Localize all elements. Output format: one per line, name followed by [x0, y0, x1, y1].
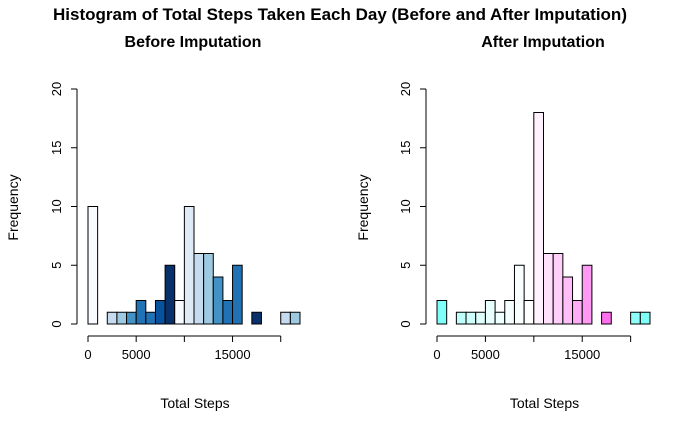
- x-tick-label: 15000: [214, 347, 250, 362]
- before-imputation-panel: Before Imputation 0 5000 15000 Total Steps 0 5…: [5, 34, 301, 411]
- y-tick-label: 0: [398, 320, 413, 327]
- histogram-bar: [465, 311, 477, 325]
- y-tick-label: 15: [49, 141, 64, 155]
- histogram-bar: [543, 253, 554, 325]
- histogram-bar: [455, 311, 467, 325]
- histogram-bar: [280, 311, 291, 325]
- histogram-bar: [504, 300, 515, 325]
- histogram-bar: [106, 311, 118, 325]
- histogram-bar: [475, 311, 486, 325]
- y-tick-label: 15: [398, 141, 413, 155]
- histogram-bar: [533, 112, 544, 325]
- histogram-bar: [513, 264, 525, 325]
- histogram-bar: [436, 300, 448, 325]
- histogram-bar: [562, 276, 574, 325]
- x-tick-label: 5000: [471, 347, 500, 362]
- histogram-bar: [135, 300, 147, 325]
- histogram-bar: [183, 206, 195, 325]
- histogram-bar: [193, 253, 205, 325]
- figure-title: Histogram of Total Steps Taken Each Day …: [53, 5, 627, 24]
- histogram-bar: [174, 300, 185, 325]
- x-axis-label: Total Steps: [510, 395, 579, 411]
- panel-title: After Imputation: [481, 34, 605, 51]
- histogram-bar: [572, 300, 583, 325]
- histogram-bar: [581, 264, 593, 325]
- after-imputation-panel: After Imputation 0 5000 15000 Total Steps 0 5 1…: [355, 34, 651, 411]
- histogram-bar: [494, 311, 506, 325]
- histogram-bar: [601, 311, 612, 325]
- histogram-bar: [552, 253, 564, 325]
- histogram-bar: [154, 300, 166, 325]
- y-axis-label: Frequency: [5, 174, 21, 240]
- histogram-bar: [289, 311, 301, 325]
- panel-title: Before Imputation: [125, 34, 262, 51]
- y-axis-label: Frequency: [355, 174, 371, 240]
- histogram-bar: [87, 206, 99, 325]
- y-tick-label: 5: [398, 262, 413, 269]
- y-tick-label: 10: [49, 199, 64, 213]
- histogram-bar: [212, 276, 224, 325]
- histogram-bar: [232, 264, 243, 325]
- histogram-bar: [630, 311, 641, 325]
- x-tick-label: 0: [433, 347, 440, 362]
- x-tick-label: 5000: [122, 347, 151, 362]
- y-tick-label: 20: [49, 82, 64, 96]
- y-tick-label: 0: [49, 320, 64, 327]
- histogram-bar: [145, 311, 156, 325]
- histogram-bar: [203, 253, 214, 325]
- histogram-bar: [484, 300, 496, 325]
- x-tick-label: 15000: [564, 347, 600, 362]
- y-tick-label: 20: [398, 82, 413, 96]
- x-tick-label: 0: [84, 347, 91, 362]
- histogram-bar: [639, 311, 651, 325]
- histogram-bar: [164, 264, 176, 325]
- histogram-bar: [126, 311, 137, 325]
- histogram-bar: [222, 300, 234, 325]
- histogram-bar: [523, 300, 535, 325]
- x-axis-label: Total Steps: [160, 395, 229, 411]
- histogram-bar: [251, 311, 262, 325]
- y-tick-label: 5: [49, 262, 64, 269]
- histogram-bar: [116, 311, 128, 325]
- y-tick-label: 10: [398, 199, 413, 213]
